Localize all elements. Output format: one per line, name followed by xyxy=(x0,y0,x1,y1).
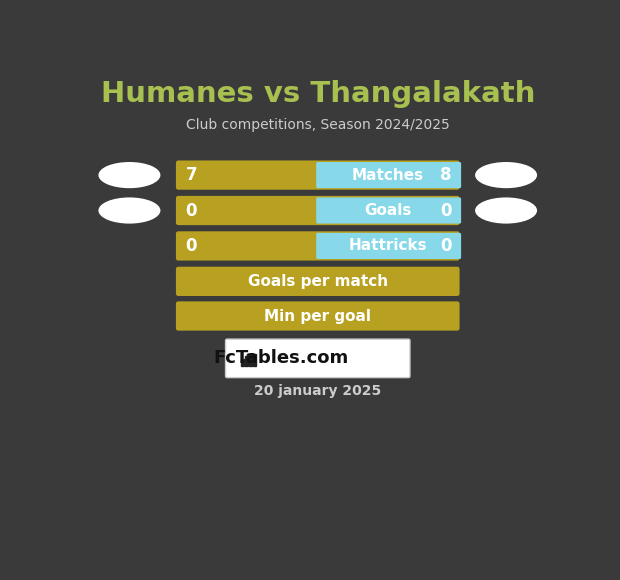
Text: 0: 0 xyxy=(440,201,451,219)
FancyBboxPatch shape xyxy=(176,302,459,331)
Text: Matches: Matches xyxy=(352,168,423,183)
Text: 20 january 2025: 20 january 2025 xyxy=(254,385,381,398)
FancyBboxPatch shape xyxy=(316,233,461,259)
Ellipse shape xyxy=(475,162,537,188)
Text: Club competitions, Season 2024/2025: Club competitions, Season 2024/2025 xyxy=(186,118,450,132)
Bar xyxy=(249,358,252,366)
FancyBboxPatch shape xyxy=(176,231,459,260)
FancyBboxPatch shape xyxy=(176,267,459,296)
Ellipse shape xyxy=(99,197,161,224)
Ellipse shape xyxy=(475,197,537,224)
Ellipse shape xyxy=(99,162,161,188)
Text: 0: 0 xyxy=(185,237,197,255)
Text: Goals: Goals xyxy=(364,203,411,218)
Text: 8: 8 xyxy=(440,166,451,184)
Text: 7: 7 xyxy=(185,166,197,184)
Bar xyxy=(245,356,248,366)
FancyBboxPatch shape xyxy=(316,197,461,224)
Bar xyxy=(253,354,255,366)
FancyBboxPatch shape xyxy=(316,162,461,188)
Text: Goals per match: Goals per match xyxy=(247,274,388,289)
Text: 0: 0 xyxy=(440,237,451,255)
FancyBboxPatch shape xyxy=(226,339,410,378)
Text: FcTables.com: FcTables.com xyxy=(214,349,349,367)
Text: Min per goal: Min per goal xyxy=(264,309,371,324)
Text: 0: 0 xyxy=(185,201,197,219)
Bar xyxy=(241,360,244,366)
Text: Humanes vs Thangalakath: Humanes vs Thangalakath xyxy=(100,80,535,108)
FancyBboxPatch shape xyxy=(176,161,459,190)
Text: Hattricks: Hattricks xyxy=(348,238,427,253)
FancyBboxPatch shape xyxy=(176,196,459,225)
